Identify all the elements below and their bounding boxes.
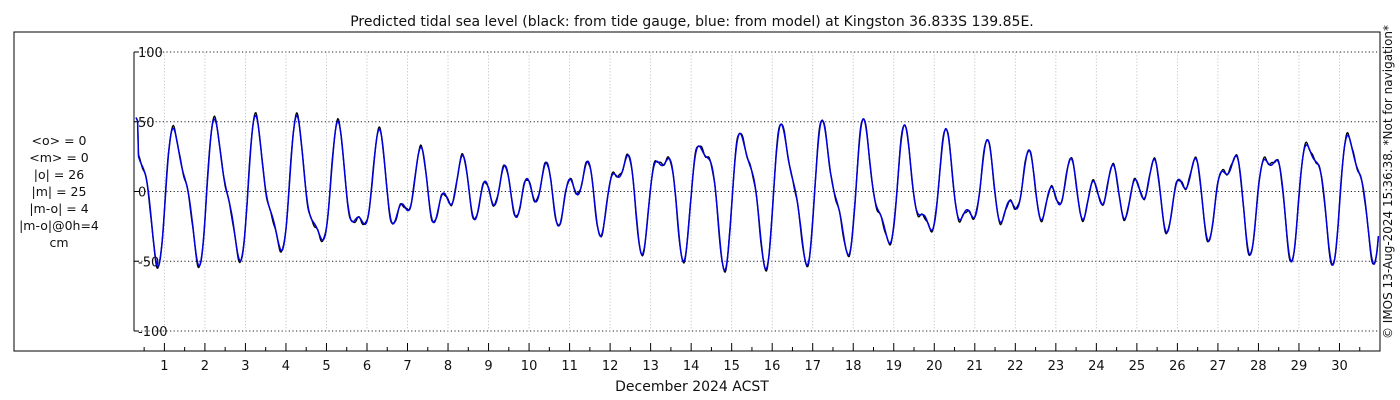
x-tick-label: 25 (1129, 359, 1146, 374)
chart-title: Predicted tidal sea level (black: from t… (350, 14, 1034, 30)
x-tick-label: 2 (201, 359, 209, 374)
stat-mean-observed: <o> = 0 (31, 133, 87, 148)
y-tick-label: 50 (138, 116, 155, 131)
x-tick-label: 28 (1250, 359, 1267, 374)
x-tick-label: 8 (444, 359, 452, 374)
series-line-model (135, 114, 1380, 272)
y-axis: 100 50 0 -50 -100 (133, 46, 168, 340)
x-tick-label: 7 (403, 359, 411, 374)
x-tick-label: 15 (723, 359, 740, 374)
x-tick-label: 14 (683, 359, 700, 374)
copyright-note: © IMOS 13-Aug-2024 15:36:38. *Not for na… (1381, 25, 1395, 339)
x-tick-label: 12 (602, 359, 619, 374)
x-tick-label: 1 (160, 359, 168, 374)
x-tick-label: 18 (845, 359, 862, 374)
x-tick-label: 27 (1210, 359, 1227, 374)
y-tick-label: 100 (138, 46, 163, 61)
stat-abs-observed: |o| = 26 (33, 167, 85, 182)
x-tick-label: 23 (1048, 359, 1065, 374)
x-tick-label: 3 (241, 359, 249, 374)
stat-abs-model: |m| = 25 (31, 184, 87, 199)
x-tick-label: 16 (764, 359, 781, 374)
x-tick-label: 4 (282, 359, 290, 374)
x-tick-label: 10 (521, 359, 538, 374)
x-tick-label: 26 (1169, 359, 1186, 374)
chart-frame (13, 31, 1381, 352)
x-axis-label: December 2024 ACST (615, 379, 769, 395)
x-tick-label: 5 (322, 359, 330, 374)
stat-abs-diff: |m-o| = 4 (29, 201, 89, 216)
series-group (135, 112, 1380, 273)
grid-lines (134, 51, 1380, 332)
y-tick-label: -50 (138, 255, 159, 270)
y-tick-label: 0 (138, 186, 146, 201)
x-tick-label: 11 (561, 359, 578, 374)
x-tick-label: 24 (1088, 359, 1105, 374)
x-tick-label: 21 (967, 359, 984, 374)
x-tick-label: 13 (642, 359, 659, 374)
x-tick-label: 6 (363, 359, 371, 374)
x-tick-label: 30 (1331, 359, 1348, 374)
x-tick-label: 20 (926, 359, 943, 374)
x-axis: 1 2 3 4 5 6 7 8 9 10 11 12 13 14 15 16 17 18 19 20 21 22 23 24 2… (143, 343, 1361, 374)
x-tick-label: 9 (484, 359, 492, 374)
x-tick-label: 17 (804, 359, 821, 374)
x-tick-label: 19 (885, 359, 902, 374)
stat-unit: cm (49, 235, 69, 250)
stat-abs-diff-0h: |m-o|@0h=4 (19, 218, 99, 233)
x-tick-label: 29 (1291, 359, 1308, 374)
x-tick-label: 22 (1007, 359, 1024, 374)
y-tick-label: -100 (138, 325, 168, 340)
stat-mean-model: <m> = 0 (29, 150, 89, 165)
